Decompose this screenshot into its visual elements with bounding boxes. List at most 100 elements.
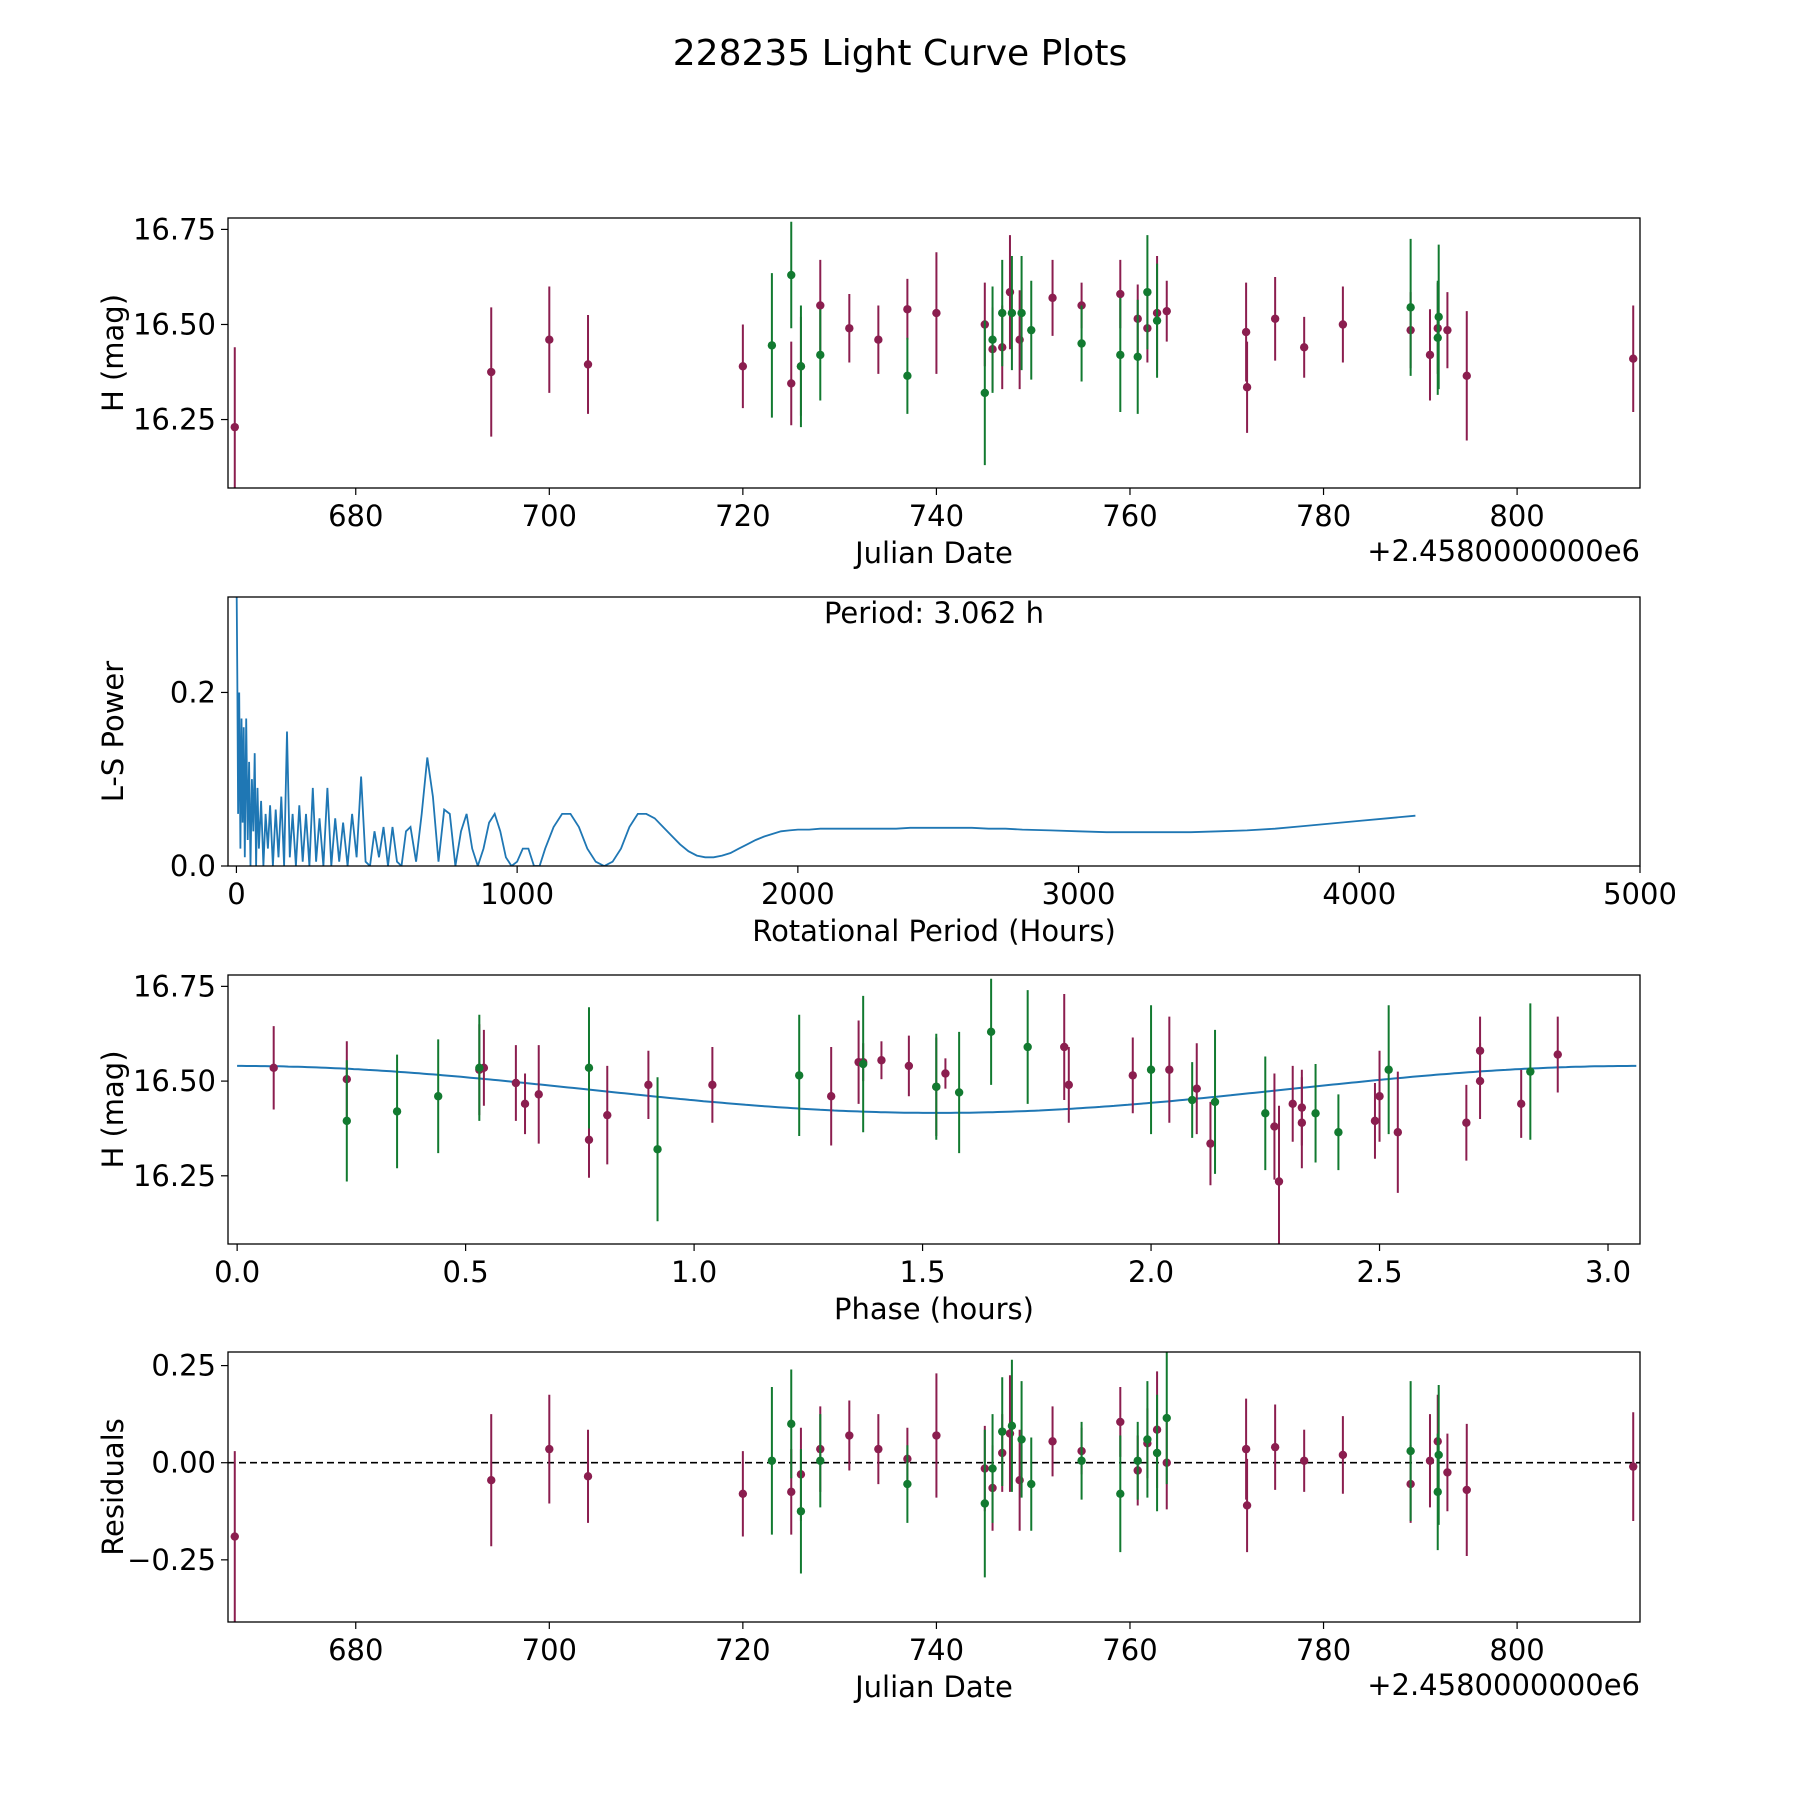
x-tick-label: 1000 (480, 877, 554, 911)
data-point-r (1288, 1099, 1297, 1109)
data-point-r (1064, 1080, 1074, 1090)
axes-frame (227, 1351, 1641, 1623)
x-tick-label: 740 (909, 499, 964, 533)
data-point-g (796, 1507, 806, 1516)
y-tick-label: 0.25 (151, 1349, 216, 1383)
data-point-r (545, 335, 554, 344)
data-point-g (980, 1499, 990, 1508)
data-point-r (1270, 314, 1280, 323)
data-point-g (988, 335, 997, 344)
data-point-r (708, 1080, 717, 1090)
data-point-r (644, 1080, 653, 1090)
data-point-r (1462, 1485, 1471, 1495)
x-axis-label: Rotational Period (Hours) (752, 914, 1116, 948)
data-point-g (787, 1419, 796, 1429)
plot-area-phase (237, 978, 1637, 1244)
data-point-r (877, 1056, 886, 1065)
data-point-g (1077, 339, 1086, 348)
data-point-g (1027, 1479, 1036, 1489)
figure-title: 228235 Light Curve Plots (673, 33, 1127, 74)
data-point-g (988, 1464, 997, 1473)
data-point-g (584, 1063, 594, 1073)
data-point-r (1005, 1429, 1015, 1438)
data-point-g (954, 1088, 964, 1097)
data-point-r (511, 1078, 521, 1088)
data-point-r (1015, 1476, 1024, 1485)
data-point-r (1060, 1042, 1069, 1052)
data-point-g (903, 371, 912, 381)
data-point-r (1165, 1065, 1174, 1074)
data-point-r (584, 1135, 594, 1145)
y-tick-label: 16.25 (133, 1159, 216, 1193)
data-point-r (269, 1063, 278, 1073)
data-point-r (845, 324, 854, 333)
data-point-g (1187, 1095, 1197, 1105)
data-point-r (1443, 325, 1452, 335)
data-point-r (1270, 1122, 1279, 1131)
data-point-r (1462, 371, 1471, 381)
y-tick-label: 16.75 (133, 212, 216, 246)
data-point-g (1526, 1067, 1535, 1076)
data-point-g (653, 1145, 662, 1154)
data-point-g (1017, 1435, 1026, 1444)
data-point-g (342, 1116, 352, 1126)
x-tick-label: 720 (715, 1633, 770, 1667)
panel-ls: 0 1000 2000 3000 4000 5000 0.0 0.2 Rotational Pe… (96, 596, 1677, 948)
data-point-r (826, 1092, 836, 1101)
data-point-g (796, 362, 806, 371)
data-point-g (1146, 1065, 1156, 1074)
x-tick-label: 720 (715, 499, 770, 533)
axes-frame (227, 596, 1641, 867)
data-point-g (1133, 1456, 1142, 1465)
data-point-g (816, 350, 825, 360)
data-point-g (1133, 352, 1142, 362)
plot-area-resid (228, 1352, 1640, 1622)
x-offset-text: +2.4580000000e6 (1367, 534, 1640, 568)
x-tick-label: 1.5 (900, 1255, 946, 1289)
data-point-r (1462, 1118, 1471, 1127)
x-axis-label: Julian Date (853, 1670, 1013, 1704)
data-point-r (1048, 293, 1057, 303)
data-point-r (1425, 1456, 1435, 1465)
y-tick-label: 16.50 (133, 1064, 216, 1098)
plot-area-ls (235, 597, 1416, 866)
plots-container: 680 700 720 740 760 780 800 16.25 16.50 16.75 Juli… (96, 212, 1677, 1704)
y-axis-label: L-S Power (96, 661, 130, 802)
data-point-g (1162, 1413, 1171, 1423)
data-point-g (986, 1027, 996, 1037)
data-point-r (874, 1444, 883, 1454)
x-offset-text: +2.4580000000e6 (1367, 1668, 1640, 1702)
x-tick-label: 680 (328, 1633, 383, 1667)
data-point-g (998, 308, 1007, 318)
data-point-r (534, 1090, 543, 1099)
data-point-g (1143, 287, 1152, 297)
data-point-r (1516, 1099, 1526, 1109)
data-point-r (1393, 1128, 1403, 1137)
data-point-g (1027, 325, 1036, 335)
data-point-r (932, 1431, 941, 1440)
data-point-r (1629, 1462, 1638, 1471)
data-point-r (816, 301, 825, 310)
data-point-r (787, 1487, 796, 1497)
data-point-r (1274, 1177, 1284, 1186)
y-tick-label: 0.2 (170, 675, 216, 709)
x-tick-label: 0.0 (214, 1255, 260, 1289)
x-tick-label: 2.5 (1356, 1255, 1402, 1289)
x-tick-label: 1.0 (671, 1255, 717, 1289)
x-axis-label: Phase (hours) (834, 1292, 1034, 1326)
x-tick-label: 2000 (761, 877, 835, 911)
y-axis-label: H (mag) (96, 1050, 130, 1168)
data-point-g (794, 1071, 804, 1080)
data-point-g (1334, 1128, 1343, 1137)
data-point-g (932, 1082, 941, 1091)
data-point-g (1143, 1435, 1152, 1444)
panel-lc: 680 700 720 740 760 780 800 16.25 16.50 16.75 Juli… (96, 212, 1641, 570)
y-tick-label: 16.50 (133, 307, 216, 341)
data-point-r (1425, 350, 1435, 360)
x-tick-label: 700 (522, 1633, 577, 1667)
data-point-r (545, 1444, 554, 1454)
y-tick-label: 16.75 (133, 969, 216, 1003)
data-point-r (1241, 1444, 1251, 1454)
x-tick-label: 780 (1296, 499, 1351, 533)
